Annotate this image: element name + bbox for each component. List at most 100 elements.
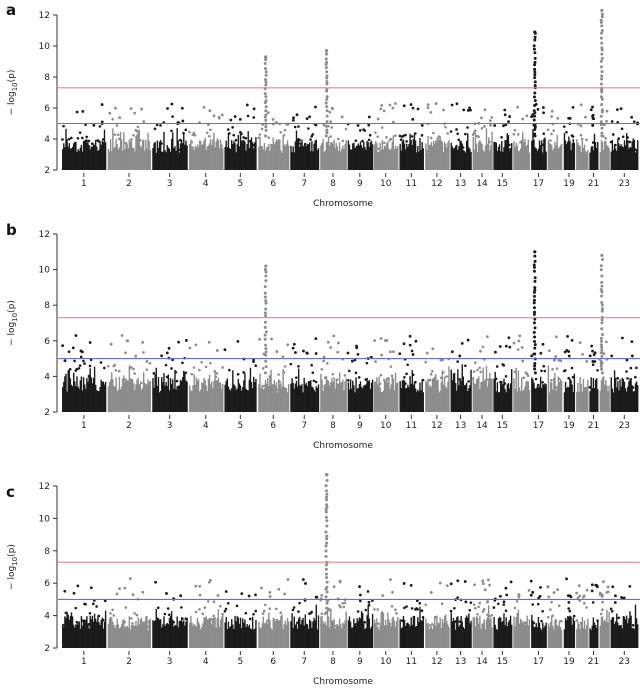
snp-peak-point bbox=[533, 259, 537, 263]
snp-point bbox=[224, 607, 228, 611]
snp-band bbox=[531, 140, 533, 170]
snp-band bbox=[366, 377, 368, 412]
snp-band bbox=[170, 138, 173, 170]
snp-band bbox=[481, 143, 483, 170]
snp-band bbox=[451, 146, 454, 170]
chromosome-20-points bbox=[576, 341, 589, 412]
snp-point bbox=[207, 340, 211, 344]
snp-band bbox=[610, 151, 612, 170]
snp-band bbox=[92, 621, 95, 648]
snp-band bbox=[523, 141, 525, 170]
snp-band bbox=[534, 388, 536, 412]
snp-band bbox=[82, 377, 85, 412]
snp-point bbox=[405, 605, 408, 608]
snp-band bbox=[124, 627, 126, 648]
snp-band bbox=[325, 142, 328, 170]
snp-band bbox=[389, 150, 391, 170]
snp-band bbox=[282, 368, 284, 412]
snp-point bbox=[320, 612, 324, 615]
snp-peak-point bbox=[264, 350, 268, 354]
snp-band bbox=[370, 382, 373, 412]
snp-band bbox=[120, 386, 123, 412]
snp-band bbox=[97, 151, 99, 170]
snp-band bbox=[152, 378, 154, 412]
snp-band bbox=[507, 383, 510, 412]
snp-point bbox=[546, 585, 550, 589]
snp-band bbox=[73, 624, 75, 648]
x-tick-label: 17 bbox=[533, 657, 544, 667]
snp-point bbox=[410, 135, 414, 138]
snp-point bbox=[600, 593, 604, 597]
snp-band bbox=[263, 623, 266, 648]
snp-band bbox=[211, 624, 213, 648]
snp-point bbox=[488, 583, 491, 587]
snp-point bbox=[549, 139, 552, 142]
snp-point bbox=[326, 340, 330, 344]
snp-band bbox=[67, 146, 69, 170]
snp-point bbox=[562, 125, 566, 128]
snp-band bbox=[468, 147, 470, 170]
snp-band bbox=[321, 142, 323, 170]
snp-band bbox=[553, 629, 555, 648]
snp-point bbox=[270, 337, 273, 341]
snp-band bbox=[283, 386, 285, 412]
snp-point bbox=[591, 124, 595, 127]
snp-point bbox=[363, 620, 366, 624]
snp-peak-point bbox=[263, 285, 267, 289]
snp-band bbox=[162, 624, 164, 648]
snp-band bbox=[267, 377, 269, 412]
snp-band bbox=[324, 150, 327, 170]
snp-point bbox=[159, 124, 162, 127]
snp-point bbox=[504, 609, 508, 613]
snp-band bbox=[119, 389, 122, 412]
snp-band bbox=[380, 149, 382, 170]
snp-band bbox=[358, 145, 361, 170]
snp-point bbox=[184, 371, 188, 375]
snp-band bbox=[134, 626, 136, 648]
snp-band bbox=[342, 622, 344, 648]
x-tick-label: 10 bbox=[380, 421, 392, 431]
snp-peak-point bbox=[532, 321, 536, 325]
snp-band bbox=[391, 141, 393, 170]
snp-band bbox=[190, 139, 192, 170]
snp-band bbox=[115, 624, 117, 648]
snp-point bbox=[346, 351, 350, 355]
snp-band bbox=[465, 140, 468, 170]
snp-point bbox=[516, 133, 520, 136]
snp-band bbox=[379, 387, 381, 412]
snp-band bbox=[505, 392, 507, 412]
snp-band bbox=[203, 617, 205, 648]
snp-point bbox=[512, 132, 516, 136]
snp-band bbox=[116, 391, 118, 412]
chromosome-10-points bbox=[373, 337, 399, 412]
snp-point bbox=[601, 608, 604, 611]
snp-band bbox=[344, 144, 346, 170]
snp-band bbox=[248, 147, 251, 170]
snp-band bbox=[589, 628, 591, 648]
snp-point bbox=[221, 366, 224, 369]
snp-band bbox=[209, 138, 212, 170]
snp-point bbox=[492, 606, 496, 609]
snp-band bbox=[184, 144, 186, 170]
chromosome-18-points bbox=[546, 585, 563, 648]
snp-band bbox=[321, 379, 323, 412]
snp-point bbox=[469, 601, 473, 604]
snp-band bbox=[325, 625, 328, 648]
snp-point bbox=[79, 355, 83, 359]
snp-band bbox=[138, 129, 140, 170]
snp-band bbox=[98, 622, 100, 648]
snp-point bbox=[483, 588, 487, 592]
snp-point bbox=[477, 135, 480, 139]
snp-band bbox=[164, 150, 166, 170]
snp-band bbox=[68, 619, 70, 648]
snp-band bbox=[376, 377, 378, 412]
snp-point bbox=[63, 589, 67, 593]
snp-band bbox=[545, 384, 547, 412]
x-tick-label: 21 bbox=[588, 179, 599, 189]
snp-band bbox=[310, 380, 312, 412]
snp-point bbox=[356, 353, 360, 356]
snp-point bbox=[142, 351, 145, 354]
snp-band bbox=[498, 616, 501, 648]
snp-point bbox=[515, 599, 519, 603]
snp-band bbox=[102, 141, 105, 170]
